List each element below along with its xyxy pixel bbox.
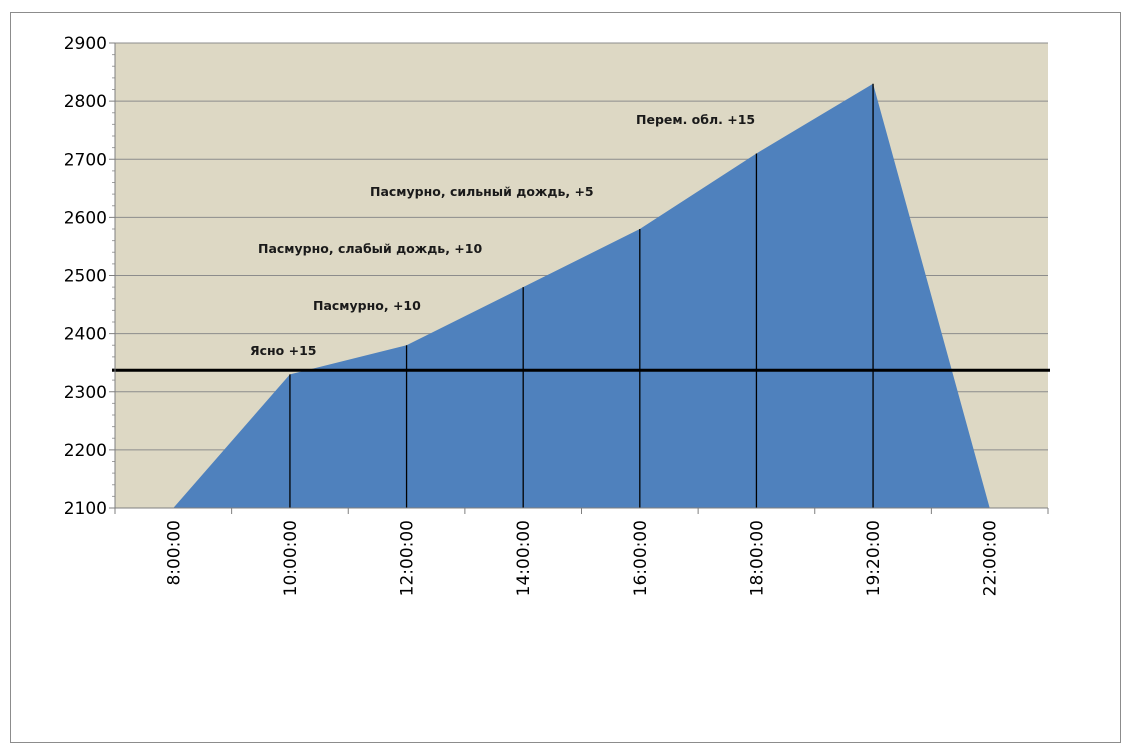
y-tick-label: 2600 (64, 208, 107, 228)
area-series (173, 83, 990, 508)
y-tick-labels: 2100 2200 2300 2400 2500 2600 2700 2800 2900 (64, 34, 107, 519)
y-tick-label: 2400 (64, 325, 107, 345)
annotation-label: Пасмурно, +10 (313, 298, 421, 313)
x-tick-label: 8:00:00 (164, 520, 184, 586)
y-tick-label: 2200 (64, 441, 107, 461)
x-tick-labels: 8:00:00 10:00:00 12:00:00 14:00:00 16:00:00 1… (164, 520, 1000, 596)
x-tick-label: 12:00:00 (398, 520, 418, 596)
drop-lines (289, 83, 874, 508)
y-tick-label: 2100 (64, 499, 107, 519)
x-tick-label: 19:20:00 (864, 520, 884, 596)
y-tick-label: 2900 (64, 34, 107, 54)
area-fill (173, 83, 990, 508)
x-tick-label: 18:00:00 (747, 520, 767, 596)
annotation-label: Ясно +15 (250, 343, 316, 358)
x-tick-label: 14:00:00 (514, 520, 534, 596)
x-tick-label: 16:00:00 (631, 520, 651, 596)
y-tick-label: 2700 (64, 150, 107, 170)
y-tick-label: 2500 (64, 267, 107, 287)
annotation-label: Перем. обл. +15 (636, 112, 755, 127)
x-tick-label: 22:00:00 (981, 520, 1001, 596)
y-tick-label: 2800 (64, 92, 107, 112)
annotation-label: Пасмурно, слабый дождь, +10 (258, 241, 482, 256)
annotation-label: Пасмурно, сильный дождь, +5 (370, 184, 594, 199)
y-tick-label: 2300 (64, 383, 107, 403)
annotations: Ясно +15 Пасмурно, +10 Пасмурно, слабый до… (250, 112, 755, 358)
axes (109, 42, 1049, 514)
x-tick-label: 10:00:00 (281, 520, 301, 596)
